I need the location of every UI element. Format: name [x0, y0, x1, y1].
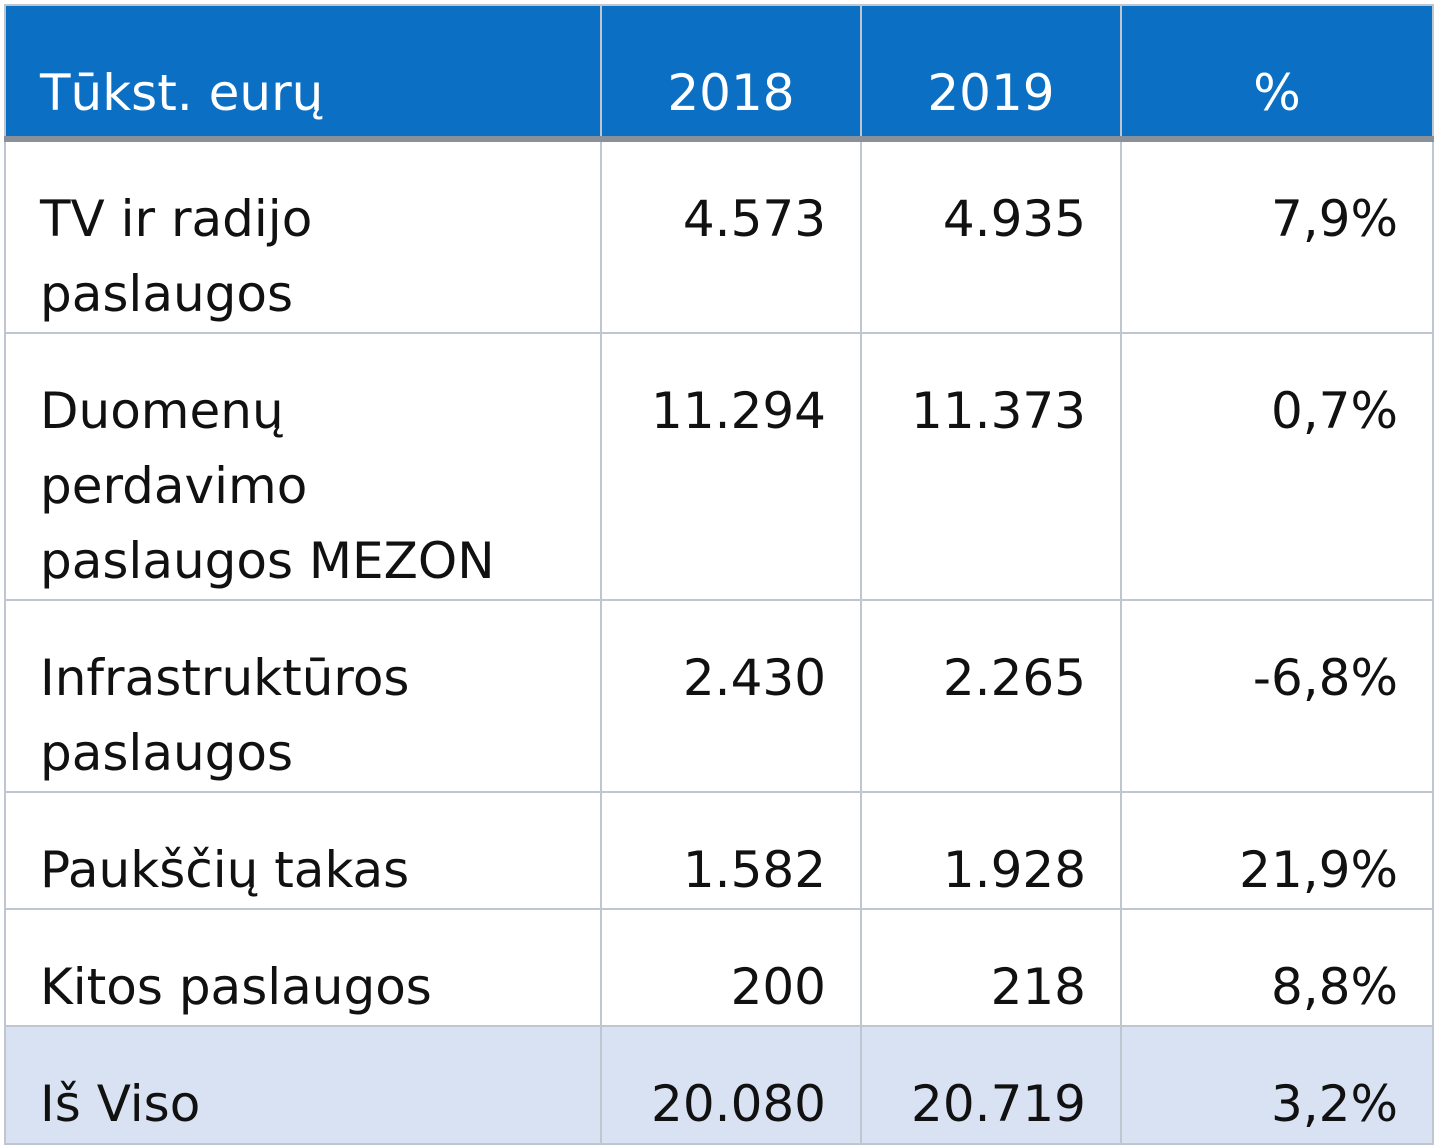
total-value-2018: 20.080: [600, 1025, 862, 1145]
revenue-table: Tūkst. eurų 2018 2019 % TV ir radijo pas…: [4, 4, 1434, 1145]
table-row: TV ir radijo paslaugos 4.573 4.935 7,9%: [4, 138, 1434, 334]
header-row: Tūkst. eurų 2018 2019 %: [4, 4, 1434, 142]
row-percent: 0,7%: [1120, 332, 1434, 601]
row-value-2018: 4.573: [600, 138, 862, 334]
row-percent: -6,8%: [1120, 599, 1434, 793]
row-value-2018: 11.294: [600, 332, 862, 601]
total-value-2019: 20.719: [860, 1025, 1122, 1145]
row-percent: 21,9%: [1120, 791, 1434, 910]
revenue-table-container: Tūkst. eurų 2018 2019 % TV ir radijo pas…: [4, 4, 1434, 1145]
table-row: Duomenų perdavimo paslaugos MEZON 11.294…: [4, 332, 1434, 601]
header-percent: %: [1120, 4, 1434, 142]
row-value-2018: 1.582: [600, 791, 862, 910]
row-label: Paukščių takas: [4, 791, 602, 910]
row-label: Infrastruktūros paslaugos: [4, 599, 602, 793]
table-row: Infrastruktūros paslaugos 2.430 2.265 -6…: [4, 599, 1434, 793]
table-row: Paukščių takas 1.582 1.928 21,9%: [4, 791, 1434, 910]
row-label: Duomenų perdavimo paslaugos MEZON: [4, 332, 602, 601]
total-percent: 3,2%: [1120, 1025, 1434, 1145]
row-value-2019: 1.928: [860, 791, 1122, 910]
header-2019: 2019: [860, 4, 1122, 142]
total-row: Iš Viso 20.080 20.719 3,2%: [4, 1025, 1434, 1145]
row-value-2019: 218: [860, 908, 1122, 1027]
row-label: TV ir radijo paslaugos: [4, 138, 602, 334]
header-unit-label: Tūkst. eurų: [4, 4, 602, 142]
total-label: Iš Viso: [4, 1025, 602, 1145]
row-value-2019: 4.935: [860, 138, 1122, 334]
row-percent: 8,8%: [1120, 908, 1434, 1027]
row-value-2019: 2.265: [860, 599, 1122, 793]
row-percent: 7,9%: [1120, 138, 1434, 334]
header-2018: 2018: [600, 4, 862, 142]
table-row: Kitos paslaugos 200 218 8,8%: [4, 908, 1434, 1027]
row-value-2018: 2.430: [600, 599, 862, 793]
row-label: Kitos paslaugos: [4, 908, 602, 1027]
row-value-2018: 200: [600, 908, 862, 1027]
row-value-2019: 11.373: [860, 332, 1122, 601]
